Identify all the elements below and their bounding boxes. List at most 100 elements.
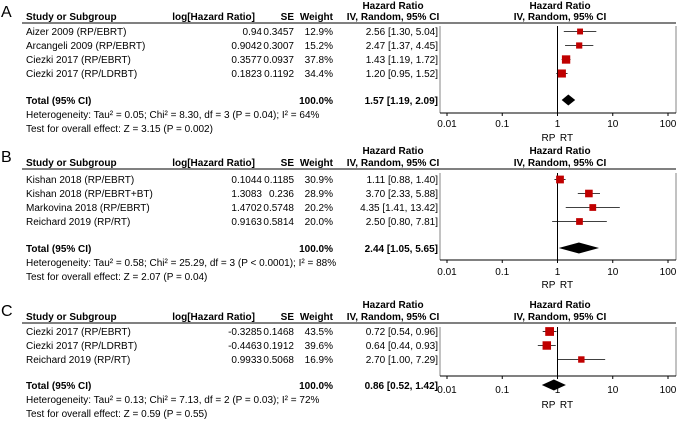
hazard-ratio-header: Hazard Ratio — [362, 300, 423, 311]
total-hazard-ratio-ci: 2.44 [1.05, 5.65] — [365, 244, 438, 255]
panel-label: C — [1, 303, 13, 320]
study-name: Reichard 2019 (RP/RT) — [26, 217, 130, 228]
pooled-effect-diamond — [541, 379, 566, 391]
x-tick-label: 1 — [555, 267, 561, 278]
study-name: Markovina 2018 (RP/EBRT) — [26, 203, 150, 214]
study-name: Reichard 2019 (RP/RT) — [26, 355, 130, 366]
hazard-ratio-ci: 0.72 [0.54, 0.96] — [366, 327, 439, 338]
hazard-ratio-header: Hazard Ratio — [362, 146, 423, 157]
study-name: Ciezki 2017 (RP/LDRBT) — [26, 341, 137, 352]
pooled-effect-diamond — [558, 242, 600, 254]
weight-value: 37.8% — [305, 55, 333, 66]
effect-square — [556, 175, 564, 184]
loghr-value: 0.9933 — [231, 355, 262, 366]
se-value: 0.5814 — [263, 217, 294, 228]
favours-left-label: RP — [542, 133, 556, 144]
favours-left-label: RP — [542, 280, 556, 291]
overall-effect-text: Test for overall effect: Z = 2.07 (P = 0… — [26, 272, 207, 283]
total-hazard-ratio-ci: 1.57 [1.19, 2.09] — [365, 96, 438, 107]
pooled-effect-diamond — [561, 94, 576, 106]
hazard-ratio-header: Hazard Ratio — [362, 1, 423, 12]
hazard-ratio-ci: 3.70 [2.33, 5.88] — [366, 189, 439, 200]
se-value: 0.1468 — [263, 327, 294, 338]
favours-right-label: RT — [560, 400, 573, 411]
ci-plot-column-header: IV, Random, 95% CI — [514, 312, 607, 323]
weight-value: 15.2% — [305, 41, 333, 52]
hazard-ratio-ci: 4.35 [1.41, 13.42] — [360, 203, 438, 214]
weight-value: 39.6% — [305, 341, 333, 352]
weight-value: 20.2% — [305, 203, 333, 214]
effect-square — [576, 42, 583, 49]
effect-square — [585, 189, 593, 198]
weight-column-header: Weight — [300, 312, 334, 323]
weight-value: 30.9% — [305, 175, 333, 186]
effect-square — [577, 28, 584, 35]
weight-value: 43.5% — [305, 327, 333, 338]
se-value: 0.5748 — [263, 203, 294, 214]
se-value: 0.236 — [269, 189, 294, 200]
x-tick-label: 100 — [660, 119, 677, 130]
hazard-ratio-ci: 2.70 [1.00, 7.29] — [366, 355, 439, 366]
hazard-ratio-ci: 1.43 [1.19, 1.72] — [366, 55, 439, 66]
loghr-column-header: log[Hazard Ratio] — [172, 12, 255, 23]
forest-panel-c: C Hazard Ratio Hazard Ratio Study or Subgro… — [1, 300, 677, 420]
weight-column-header: Weight — [300, 12, 334, 23]
study-column-header: Study or Subgroup — [26, 312, 117, 323]
hazard-ratio-plot-header: Hazard Ratio — [529, 146, 590, 157]
hazard-ratio-ci: 2.47 [1.37, 4.45] — [366, 41, 439, 52]
x-tick-label: 100 — [660, 267, 677, 278]
weight-value: 28.9% — [305, 189, 333, 200]
se-column-header: SE — [281, 12, 295, 23]
hazard-ratio-ci: 1.11 [0.88, 1.40] — [366, 175, 438, 186]
x-tick-label: 1 — [555, 119, 561, 130]
study-name: Ciezki 2017 (RP/EBRT) — [26, 327, 131, 338]
x-tick-label: 10 — [607, 267, 619, 278]
x-tick-label: 100 — [660, 385, 677, 396]
hazard-ratio-ci: 0.64 [0.44, 0.93] — [366, 341, 439, 352]
loghr-value: -0.3285 — [228, 327, 262, 338]
loghr-value: 1.4702 — [231, 203, 262, 214]
x-tick-label: 0.01 — [437, 385, 457, 396]
panel-label: A — [1, 4, 12, 21]
effect-square — [576, 218, 583, 225]
x-tick-label: 10 — [607, 385, 619, 396]
se-value: 0.3007 — [263, 41, 294, 52]
favours-right-label: RT — [560, 133, 573, 144]
loghr-value: 0.9163 — [231, 217, 262, 228]
x-tick-label: 0.1 — [495, 385, 509, 396]
total-label: Total (95% CI) — [26, 244, 91, 255]
weight-value: 34.4% — [305, 69, 333, 80]
ci-column-header: IV, Random, 95% CI — [347, 12, 440, 23]
x-tick-label: 1 — [555, 385, 561, 396]
effect-square — [589, 204, 597, 211]
heterogeneity-text: Heterogeneity: Tau² = 0.58; Chi² = 25.29… — [26, 258, 336, 269]
loghr-value: 0.3577 — [231, 55, 262, 66]
weight-column-header: Weight — [300, 158, 334, 169]
total-label: Total (95% CI) — [26, 96, 91, 107]
loghr-column-header: log[Hazard Ratio] — [172, 312, 255, 323]
se-value: 0.1192 — [264, 69, 294, 80]
total-weight: 100.0% — [299, 96, 333, 107]
hazard-ratio-plot-header: Hazard Ratio — [529, 300, 590, 311]
effect-square — [542, 341, 552, 350]
effect-square — [561, 55, 571, 64]
study-name: Ciezki 2017 (RP/EBRT) — [26, 55, 131, 66]
study-name: Ciezki 2017 (RP/LDRBT) — [26, 69, 137, 80]
study-column-header: Study or Subgroup — [26, 12, 117, 23]
loghr-value: -0.4463 — [228, 341, 262, 352]
hazard-ratio-ci: 1.20 [0.95, 1.52] — [366, 69, 439, 80]
x-tick-label: 10 — [607, 119, 619, 130]
effect-square — [557, 69, 566, 78]
se-column-header: SE — [281, 312, 295, 323]
effect-square — [578, 356, 585, 363]
se-value: 0.0937 — [263, 55, 294, 66]
overall-effect-text: Test for overall effect: Z = 3.15 (P = 0… — [26, 124, 213, 135]
weight-value: 16.9% — [305, 355, 333, 366]
study-name: Aizer 2009 (RP/EBRT) — [26, 27, 126, 38]
x-tick-label: 0.1 — [495, 119, 509, 130]
loghr-value: 0.1823 — [231, 69, 262, 80]
favours-left-label: RP — [542, 400, 556, 411]
ci-column-header: IV, Random, 95% CI — [347, 312, 440, 323]
loghr-column-header: log[Hazard Ratio] — [172, 158, 255, 169]
loghr-value: 1.3083 — [231, 189, 262, 200]
